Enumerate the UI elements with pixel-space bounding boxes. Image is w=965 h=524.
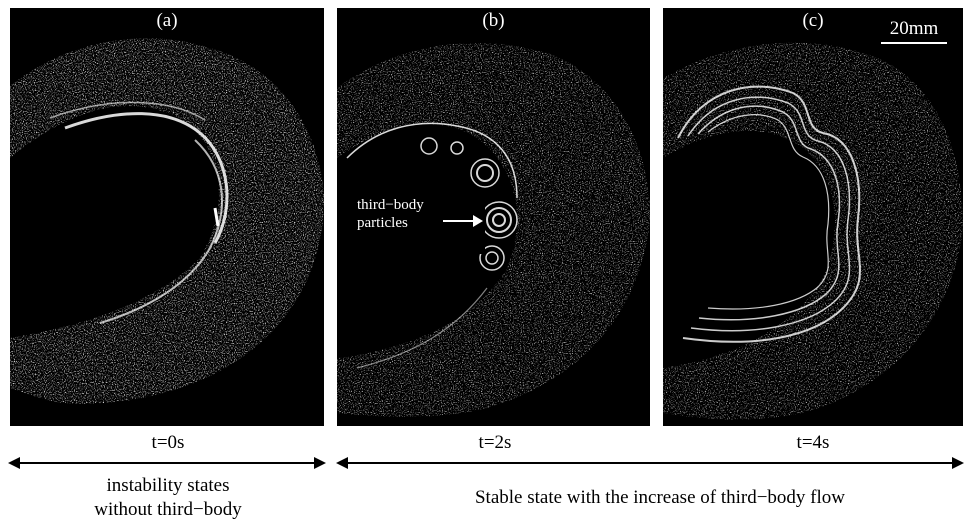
time-label-b: t=2s (478, 432, 512, 453)
scale-bar-line (881, 42, 947, 44)
caption-instability-line-2: without third−body (94, 499, 242, 520)
range-arrow-right (336, 457, 964, 469)
panel-label-c: (c) (802, 10, 824, 31)
speckle-image-c (663, 8, 963, 426)
time-label-c: t=4s (796, 432, 830, 453)
arrowhead-right-icon (314, 457, 326, 469)
photo-panel-a: (a) (10, 8, 324, 426)
arrow-shaft (342, 462, 958, 464)
annotation-arrow-icon (473, 215, 483, 227)
arrowhead-right-icon (952, 457, 964, 469)
panel-label-b: (b) (482, 10, 505, 31)
range-arrow-left (8, 457, 326, 469)
scale-bar: 20mm (881, 18, 947, 44)
photo-panel-c: (c) 20mm (663, 8, 963, 426)
caption-instability: instability states without third−body (40, 474, 296, 522)
scale-bar-label: 20mm (889, 18, 939, 39)
caption-stable: Stable state with the increase of third−… (474, 487, 846, 508)
arrow-shaft (14, 462, 320, 464)
panel-label-a: (a) (156, 10, 178, 31)
annotation-text: third−body particles (357, 196, 424, 232)
annotation-arrow-shaft (443, 220, 475, 222)
annotation-callout: third−body particles (337, 188, 485, 254)
annotation-line-2: particles (357, 215, 408, 231)
photo-panel-b: (b) third−body particles (337, 8, 650, 426)
time-label-a: t=0s (151, 432, 185, 453)
speckle-image-a (10, 8, 324, 426)
annotation-line-1: third−body (357, 197, 424, 213)
caption-instability-line-1: instability states (106, 475, 230, 496)
